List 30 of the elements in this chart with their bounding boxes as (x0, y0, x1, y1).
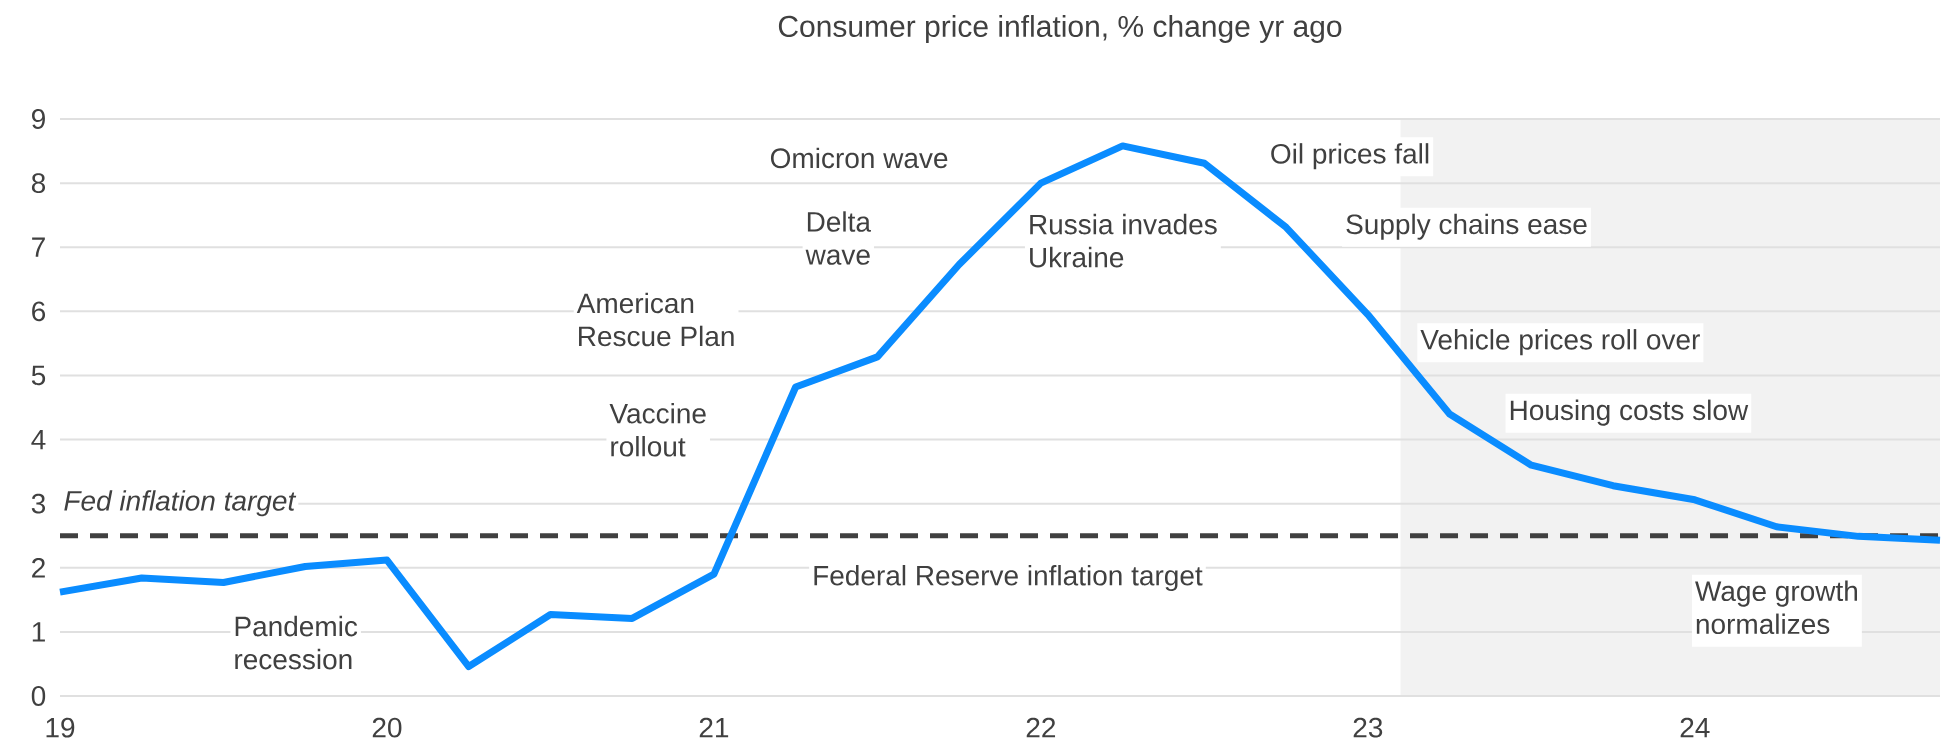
annotation: Omicron wave (770, 147, 948, 169)
annotation: Pandemic recession (235, 615, 358, 670)
x-tick-label: 21 (699, 717, 729, 738)
annotation: Vehicle prices roll over (1420, 329, 1700, 356)
x-tick-label: 20 (372, 717, 402, 738)
annotation: American Rescue Plan (576, 292, 734, 347)
annotation: Federal Reserve inflation target (814, 565, 1203, 592)
y-tick-label: 2 (32, 557, 45, 578)
y-tick-label: 5 (31, 365, 46, 386)
y-tick-label: 4 (31, 429, 46, 450)
x-tick-label: 19 (46, 717, 75, 738)
ref-line-label: Fed inflation target (64, 490, 297, 517)
y-tick-label: 0 (31, 686, 46, 706)
annotation: Wage growth normalizes (1695, 580, 1857, 635)
annotation: Russia invades Ukraine (1030, 213, 1217, 268)
y-tick-label: 9 (32, 109, 45, 129)
annotation: Vaccine rollout (609, 402, 706, 457)
y-tick-label: 1 (32, 622, 45, 642)
annotation: Delta wave (805, 211, 871, 265)
y-tick-label: 6 (32, 301, 46, 322)
x-tick-label: 23 (1353, 717, 1383, 738)
y-tick-label: 3 (31, 493, 46, 514)
chart-title: Consumer price inflation, % change yr ago (778, 15, 1342, 43)
y-tick-label: 8 (31, 173, 46, 194)
annotation: Oil prices fall (1271, 143, 1429, 170)
y-tick-label: 7 (32, 237, 45, 257)
annotation: Supply chains ease (1346, 213, 1587, 240)
x-tick-label: 22 (1026, 717, 1056, 738)
x-tick-label: 24 (1680, 717, 1710, 738)
annotation: Housing costs slow (1510, 399, 1749, 426)
